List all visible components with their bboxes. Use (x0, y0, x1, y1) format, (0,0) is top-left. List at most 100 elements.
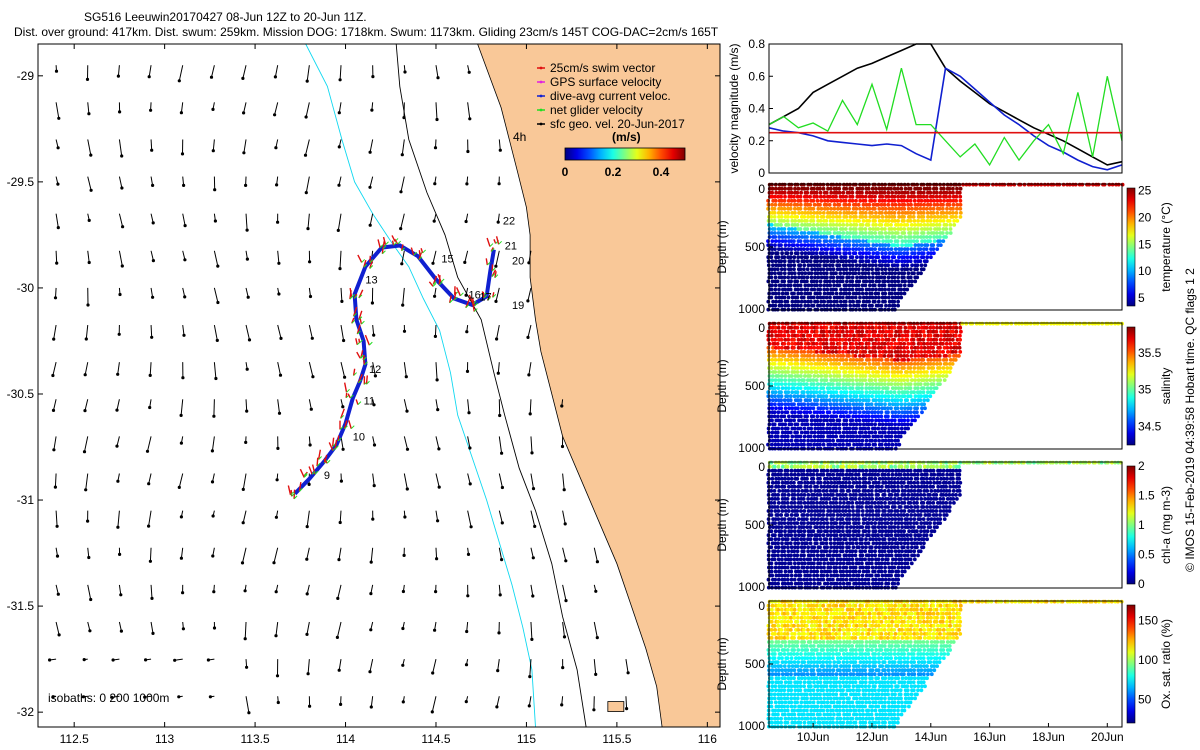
vector-head (563, 522, 567, 526)
vector (338, 659, 342, 671)
vector (431, 696, 437, 713)
sample-point (953, 341, 958, 346)
vector (339, 250, 342, 269)
vector-head (402, 553, 406, 558)
sample-point (823, 198, 827, 203)
vector-head (180, 152, 185, 156)
sample-point (860, 358, 864, 362)
sample-point (841, 378, 846, 382)
vector-head (466, 552, 471, 557)
sample-point (812, 545, 817, 550)
sample-point (868, 390, 872, 395)
vector-head (216, 300, 220, 305)
swim-vector (377, 239, 381, 248)
vector-head (526, 299, 530, 303)
sample-point (850, 190, 855, 195)
sample-point (831, 341, 836, 346)
sample-point (844, 259, 848, 264)
vector-head (183, 295, 187, 299)
sample-point (866, 370, 871, 374)
vector (369, 139, 374, 153)
sample-point (860, 341, 864, 346)
sample-point (815, 382, 820, 386)
sample-point (835, 299, 839, 304)
sample-point (792, 283, 797, 288)
vector-head (401, 589, 405, 594)
sample-point (872, 410, 877, 415)
sample-point (860, 402, 864, 407)
sample-point (864, 390, 869, 395)
sample-point (852, 303, 856, 308)
sample-point (828, 223, 833, 227)
sample-point (770, 247, 775, 252)
vector-head (341, 405, 345, 409)
glider-velocity (339, 426, 344, 430)
sample-point (788, 418, 793, 423)
sample-point (776, 509, 781, 513)
sample-point (805, 517, 809, 521)
sample-point (809, 533, 814, 538)
vector-head (464, 700, 468, 704)
sample-point (819, 235, 823, 239)
sample-point (921, 182, 926, 187)
sample-point (870, 386, 875, 390)
sample-point (805, 198, 810, 203)
sample-point (809, 247, 813, 252)
sample-point (806, 402, 810, 407)
vector-head (562, 488, 566, 492)
sample-point (786, 358, 790, 362)
swim-vector (485, 258, 489, 266)
sample-point (848, 321, 852, 326)
sample-point (777, 489, 782, 493)
sample-point (818, 390, 822, 395)
sample-point (916, 378, 921, 382)
sample-point (870, 186, 875, 191)
vector (116, 436, 120, 447)
sample-point (941, 374, 946, 378)
sample-point (766, 299, 771, 304)
sample-point (818, 202, 822, 207)
swim-vector (494, 271, 497, 278)
sample-point (780, 251, 784, 256)
sample-point (847, 275, 851, 280)
y-tick-label: 0.8 (748, 37, 765, 51)
vector-head (306, 227, 310, 231)
sample-point (847, 247, 852, 252)
sample-point (857, 271, 861, 276)
sample-point (831, 386, 836, 390)
sample-point (847, 259, 852, 264)
sample-point (886, 398, 891, 403)
sample-point (812, 366, 817, 370)
sample-point (860, 271, 865, 276)
glider-velocity (385, 241, 389, 246)
sample-point (818, 283, 823, 288)
sample-point (776, 426, 781, 431)
vector-head (401, 303, 405, 307)
sample-point (818, 480, 823, 485)
sample-point (776, 414, 780, 419)
sample-point (822, 194, 827, 199)
sample-point (825, 259, 830, 264)
sample-point (802, 186, 807, 191)
sample-point (785, 426, 790, 431)
sample-point (824, 394, 829, 399)
sample-point (782, 219, 787, 223)
sample-point (826, 243, 830, 248)
sample-point (802, 553, 806, 558)
vector-head (213, 219, 217, 223)
sample-point (790, 275, 794, 280)
sample-point (873, 247, 877, 252)
sample-point (861, 239, 865, 244)
sample-point (786, 198, 791, 203)
sample-point (853, 259, 858, 264)
sample-point (857, 239, 862, 244)
vector-head (117, 332, 121, 336)
sample-point (783, 569, 788, 574)
sample-point (779, 271, 783, 276)
sample-point (1064, 321, 1069, 326)
sample-point (779, 206, 784, 211)
sample-point (802, 493, 807, 497)
sample-point (812, 565, 816, 570)
sample-point (934, 386, 939, 390)
sample-point (766, 279, 771, 284)
